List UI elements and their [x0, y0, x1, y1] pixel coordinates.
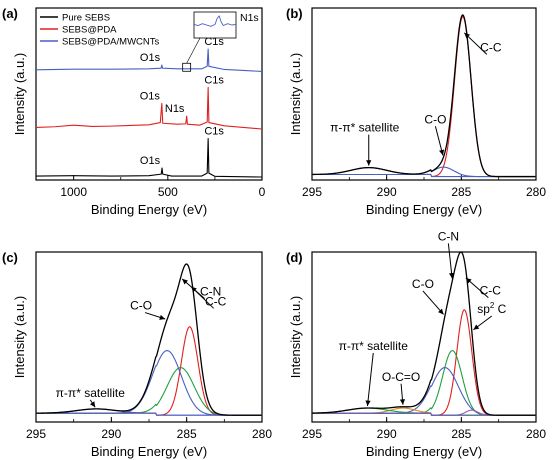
- annotation-arrow: [366, 352, 374, 407]
- envelope-line: [311, 251, 536, 416]
- inset-line: [193, 15, 237, 27]
- peak-label: C-C: [480, 284, 502, 298]
- x-tick-label: 295: [302, 185, 322, 199]
- y-axis-label: Intensity (a.u.): [12, 296, 27, 378]
- peak-label: C-O: [424, 112, 446, 126]
- annotation-arrowhead: [465, 277, 472, 284]
- series-line-0: [35, 138, 263, 178]
- x-tick-label: 290: [377, 185, 397, 199]
- x-tick-label: 0: [259, 185, 266, 199]
- annotation-arrow: [447, 243, 453, 279]
- annotation-arrowhead: [89, 401, 96, 408]
- peak-label: π-π* satellite: [330, 121, 400, 135]
- x-tick-label: 1000: [60, 185, 87, 199]
- x-tick-label: 285: [451, 427, 471, 441]
- x-tick-label: 295: [302, 427, 322, 441]
- series-line-2: [35, 48, 263, 72]
- y-axis-label: Intensity (a.u.): [12, 53, 27, 135]
- peak-label: C1s: [204, 126, 224, 138]
- peak-label: O1s: [140, 90, 161, 102]
- plot-frame: [311, 7, 537, 181]
- fit-component-1: [312, 350, 536, 416]
- x-tick-label: 500: [158, 185, 178, 199]
- x-tick-label: 285: [177, 427, 197, 441]
- x-axis-label: Binding Energy (eV): [91, 444, 207, 459]
- legend-entry: SEBS@PDA: [62, 25, 117, 36]
- inset: N1s: [182, 11, 259, 72]
- annotation-arrowhead: [439, 149, 445, 156]
- x-tick-label: 280: [252, 427, 272, 441]
- inset-frame: [193, 11, 237, 39]
- panel-label: (d): [286, 250, 303, 265]
- panel-c: (c) 295 290 285 280 Binding Energy (eV) Intens…: [2, 250, 272, 459]
- peak-label: sp2 C: [477, 301, 506, 316]
- y-axis-label: Intensity (a.u.): [288, 296, 303, 378]
- x-tick-label: 285: [451, 185, 471, 199]
- zoom-region-box: [182, 62, 192, 72]
- peak-label-superscript: 2: [490, 301, 495, 310]
- legend-entry: Pure SEBS: [62, 13, 110, 24]
- peak-label: N1s: [165, 103, 185, 115]
- peak-label: C1s: [204, 36, 224, 48]
- annotation-arrowhead: [182, 278, 188, 285]
- peak-label: C-N: [200, 285, 221, 299]
- panel-label: (a): [2, 6, 18, 21]
- annotation-arrowhead: [473, 324, 480, 330]
- peak-label: π-π* satellite: [339, 339, 409, 353]
- panel-label: (c): [2, 250, 18, 265]
- legend-entry: SEBS@PDA/MWCNTs: [62, 37, 160, 48]
- peak-label: C-C: [480, 40, 502, 54]
- fit-component-3: [312, 407, 536, 416]
- annotation-arrowhead: [159, 314, 166, 320]
- inset-label: N1s: [240, 12, 259, 24]
- series-line-1: [35, 86, 263, 130]
- panel-b: (b) 295 290 285 280 Binding Energy (eV) Intens…: [286, 6, 546, 217]
- peak-label-base: sp: [477, 302, 490, 316]
- plot-frame: [35, 7, 263, 181]
- x-tick-label: 295: [26, 427, 46, 441]
- envelope-line: [311, 14, 536, 178]
- x-tick-label: 290: [377, 427, 397, 441]
- peak-label: O1s: [140, 52, 161, 64]
- x-axis-label: Binding Energy (eV): [366, 202, 482, 217]
- fit-component-0: [36, 326, 262, 416]
- zoom-guide-line: [186, 37, 201, 64]
- panel-label: (b): [286, 6, 303, 21]
- annotation-arrowhead: [464, 32, 470, 39]
- panel-a: (a) 1000 500 0 Binding Energy (eV) Intensity …: [2, 6, 266, 217]
- x-tick-label: 290: [101, 427, 121, 441]
- panel-d: (d) 295 290 285 280 Binding Energy (eV) Intens…: [286, 229, 546, 459]
- annotation-arrowhead: [399, 399, 406, 405]
- peak-label-suffix: C: [494, 302, 506, 316]
- annotation-arrowhead: [365, 400, 371, 407]
- annotation-arrowhead: [448, 272, 455, 279]
- peak-label: C-O: [130, 299, 152, 313]
- envelope-line: [36, 263, 262, 416]
- annotation-arrowhead: [366, 160, 372, 166]
- fit-component-0: [312, 16, 536, 178]
- peak-label: π-π* satellite: [56, 386, 126, 400]
- x-tick-label: 280: [526, 427, 546, 441]
- annotation-arrowhead: [438, 308, 444, 315]
- x-axis-label: Binding Energy (eV): [91, 202, 207, 217]
- peak-label: C-N: [438, 229, 459, 243]
- y-axis-label: Intensity (a.u.): [288, 53, 303, 135]
- fit-component-2: [312, 367, 536, 416]
- peak-label: C-O: [412, 277, 434, 291]
- peak-label: C1s: [204, 74, 224, 86]
- x-axis-label: Binding Energy (eV): [366, 444, 482, 459]
- peak-label: O1s: [140, 155, 161, 167]
- x-tick-label: 280: [526, 185, 546, 199]
- peak-label: O-C=O: [382, 370, 420, 384]
